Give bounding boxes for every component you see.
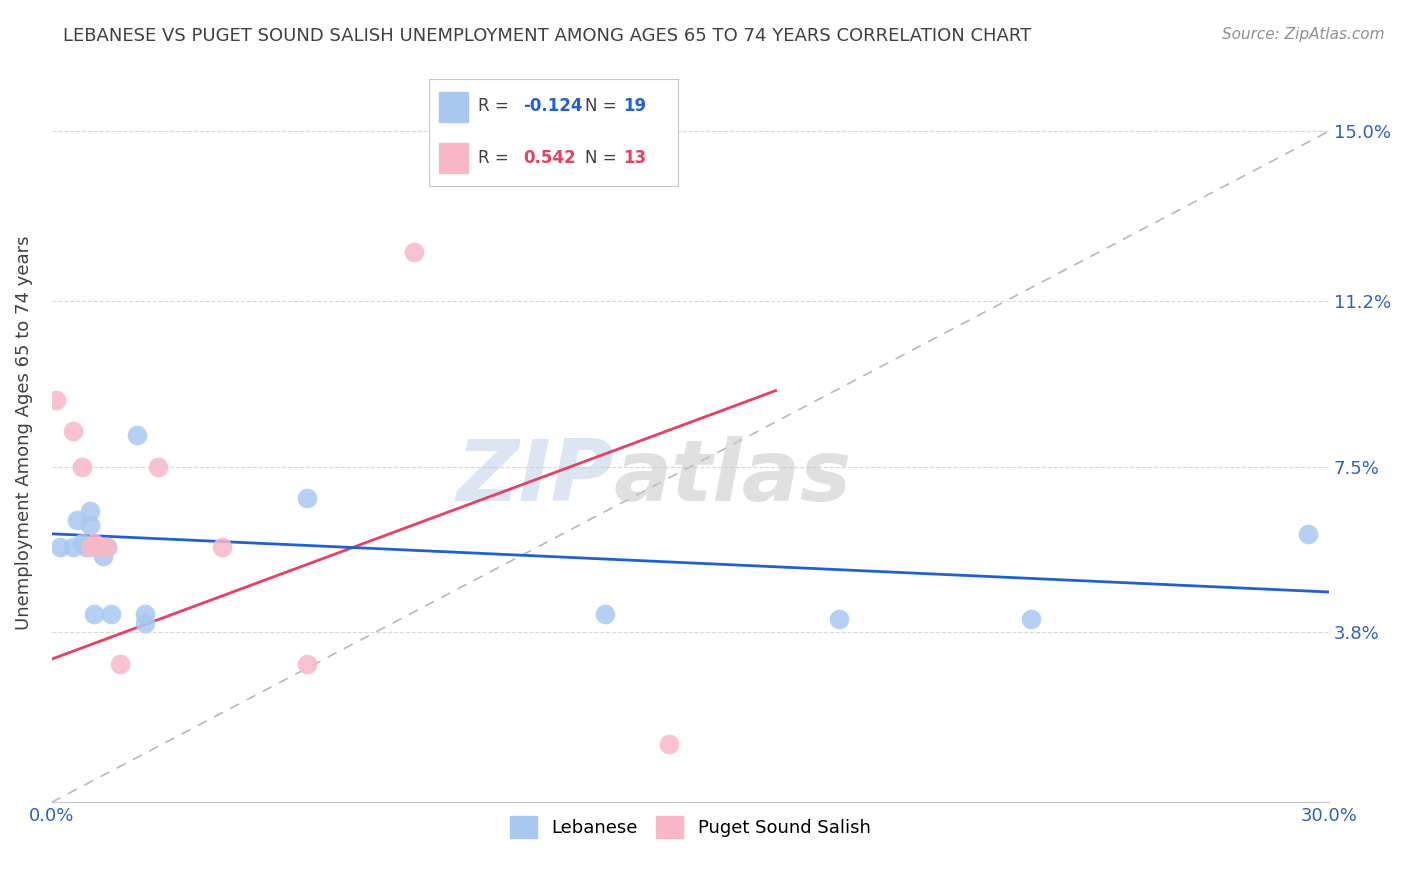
Point bbox=[83, 535, 105, 549]
Point bbox=[658, 737, 681, 751]
Point bbox=[1019, 612, 1042, 626]
Point bbox=[402, 244, 425, 259]
Point bbox=[96, 541, 118, 555]
Point bbox=[70, 535, 93, 549]
Point bbox=[91, 549, 114, 564]
Point bbox=[79, 541, 101, 555]
Point bbox=[79, 517, 101, 532]
Legend: Lebanese, Puget Sound Salish: Lebanese, Puget Sound Salish bbox=[503, 808, 877, 845]
Text: Source: ZipAtlas.com: Source: ZipAtlas.com bbox=[1222, 27, 1385, 42]
Point bbox=[108, 657, 131, 671]
Point bbox=[295, 491, 318, 505]
Point bbox=[62, 541, 84, 555]
Point bbox=[83, 607, 105, 622]
Point bbox=[62, 424, 84, 438]
Point bbox=[66, 513, 89, 527]
Point bbox=[45, 392, 67, 407]
Text: atlas: atlas bbox=[614, 436, 852, 519]
Point bbox=[75, 541, 97, 555]
Point bbox=[125, 428, 148, 442]
Point bbox=[593, 607, 616, 622]
Point bbox=[134, 616, 156, 631]
Point bbox=[828, 612, 851, 626]
Point bbox=[134, 607, 156, 622]
Point bbox=[100, 607, 122, 622]
Y-axis label: Unemployment Among Ages 65 to 74 years: Unemployment Among Ages 65 to 74 years bbox=[15, 235, 32, 631]
Text: LEBANESE VS PUGET SOUND SALISH UNEMPLOYMENT AMONG AGES 65 TO 74 YEARS CORRELATIO: LEBANESE VS PUGET SOUND SALISH UNEMPLOYM… bbox=[63, 27, 1032, 45]
Point bbox=[49, 541, 72, 555]
Point bbox=[87, 541, 110, 555]
Point bbox=[79, 504, 101, 518]
Point bbox=[148, 459, 170, 474]
Point bbox=[87, 541, 110, 555]
Point bbox=[295, 657, 318, 671]
Text: ZIP: ZIP bbox=[456, 436, 614, 519]
Point bbox=[96, 541, 118, 555]
Point bbox=[211, 541, 233, 555]
Point bbox=[70, 459, 93, 474]
Point bbox=[1296, 526, 1319, 541]
